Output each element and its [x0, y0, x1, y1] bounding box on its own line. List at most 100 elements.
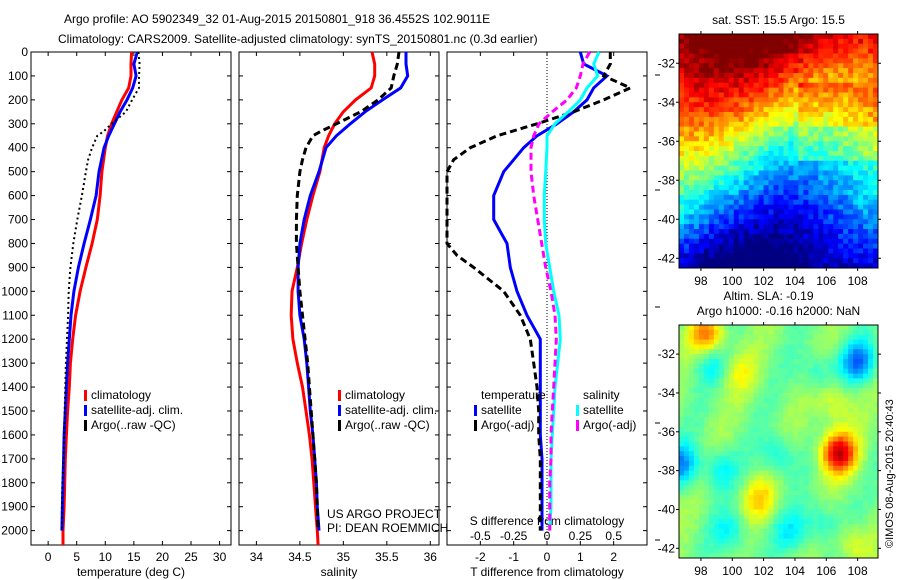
map-cell	[848, 470, 854, 476]
map-cell	[798, 43, 804, 50]
map-cell	[833, 465, 839, 472]
map-cell	[758, 412, 765, 418]
map-cell	[743, 155, 750, 162]
map-cell	[748, 194, 755, 201]
map-cell	[833, 160, 839, 167]
map-cell	[763, 263, 770, 269]
map-cell	[853, 388, 859, 394]
map-cell	[818, 538, 824, 544]
map-cell	[813, 325, 819, 331]
map-cell	[708, 383, 715, 389]
map-cell	[723, 253, 730, 259]
map-cell	[738, 48, 745, 55]
map-cell	[723, 446, 730, 452]
map-cell	[708, 126, 715, 133]
map-cell	[688, 533, 695, 540]
map-cell	[753, 77, 760, 84]
map-cell	[688, 543, 695, 549]
map-cell	[843, 224, 849, 230]
map-cell	[798, 436, 804, 442]
map-cell	[753, 204, 760, 211]
map-cell	[853, 233, 859, 240]
map-cell	[698, 131, 705, 137]
map-cell	[738, 373, 745, 379]
map-cell	[738, 146, 745, 152]
map-cell	[688, 402, 695, 409]
map-cell	[768, 258, 775, 264]
map-cell	[748, 485, 755, 491]
map-cell	[813, 407, 819, 413]
map-cell	[768, 121, 775, 128]
map-cell	[838, 224, 844, 230]
map-cell	[688, 224, 695, 230]
map-cell	[758, 233, 765, 240]
map-cell	[823, 97, 829, 103]
map-cell	[733, 504, 740, 510]
map-cell	[793, 43, 799, 50]
map-cell	[798, 392, 804, 399]
map-cell	[798, 219, 804, 225]
map-cell	[703, 229, 710, 235]
map-cell	[758, 339, 765, 345]
map-cell	[803, 229, 809, 235]
map-cell	[863, 219, 869, 225]
map-cell	[738, 514, 745, 520]
map-cell	[743, 92, 750, 98]
map-cell	[838, 383, 844, 389]
map-cell	[798, 131, 804, 137]
map-cell	[679, 329, 685, 336]
map-cell	[703, 199, 710, 206]
map-cell	[758, 378, 765, 384]
map-cell	[823, 334, 829, 341]
series-climatology	[289, 51, 377, 546]
map-cell	[683, 504, 690, 510]
map-cell	[723, 514, 730, 520]
map-cell	[858, 194, 864, 201]
map-cell	[748, 378, 755, 384]
map-cell	[813, 248, 819, 254]
map-cell	[763, 509, 770, 515]
map-cell	[803, 456, 809, 462]
map-cell	[848, 180, 854, 186]
map-cell	[778, 354, 784, 360]
map-cell	[753, 456, 760, 462]
map-cell	[813, 209, 819, 215]
map-cell	[848, 58, 854, 64]
map-cell	[858, 485, 864, 491]
map-cell	[708, 73, 715, 79]
map-cell	[833, 499, 839, 506]
map-cell	[679, 334, 685, 341]
map-cell	[823, 431, 829, 438]
map-cell	[728, 180, 735, 186]
map-cell	[853, 436, 859, 442]
map-cell	[773, 209, 779, 215]
map-cell	[703, 58, 710, 64]
map-cell	[733, 528, 740, 535]
map-cell	[813, 77, 819, 84]
map-cell	[698, 446, 705, 452]
map-cell	[733, 339, 740, 345]
map-cell	[698, 121, 705, 128]
map-cell	[733, 407, 740, 413]
map-cell	[828, 233, 834, 240]
map-cell	[858, 378, 864, 384]
map-cell	[793, 92, 799, 98]
map-cell	[703, 373, 710, 379]
y-tick-label: -38	[658, 173, 676, 187]
map-cell	[813, 73, 819, 79]
map-cell	[818, 87, 824, 94]
map-cell	[758, 543, 765, 549]
map-cell	[853, 490, 859, 496]
map-cell	[868, 243, 874, 250]
map-cell	[748, 131, 755, 137]
map-cell	[763, 485, 770, 491]
map-cell	[873, 185, 879, 191]
map-cell	[768, 436, 775, 442]
map-cell	[838, 451, 844, 457]
map-cell	[748, 509, 755, 515]
map-cell	[803, 238, 809, 245]
map-cell	[828, 504, 834, 510]
map-cell	[713, 392, 720, 399]
map-cell	[863, 136, 869, 142]
map-cell	[798, 253, 804, 259]
